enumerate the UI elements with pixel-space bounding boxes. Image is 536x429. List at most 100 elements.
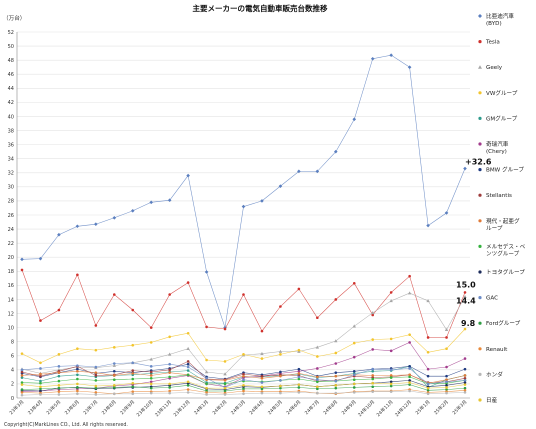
data-point	[204, 270, 209, 274]
data-point	[445, 384, 448, 387]
data-point	[223, 379, 227, 382]
data-point	[76, 367, 79, 371]
data-point	[278, 184, 283, 188]
legend-entry: 日産	[478, 396, 498, 404]
data-point	[352, 373, 356, 377]
data-point	[57, 232, 61, 237]
series	[20, 361, 467, 389]
data-point	[94, 393, 98, 396]
data-point	[186, 369, 190, 372]
data-point	[463, 357, 467, 360]
data-point	[149, 326, 153, 329]
data-point	[39, 389, 42, 393]
data-point	[352, 386, 356, 389]
x-tick-label: 24年8月	[322, 398, 340, 416]
data-point	[39, 379, 42, 383]
series	[20, 327, 467, 365]
data-point	[75, 224, 80, 229]
data-point	[260, 329, 264, 333]
data-point	[334, 384, 338, 387]
y-tick-label: 38	[8, 128, 14, 134]
data-point	[168, 389, 171, 393]
data-point	[408, 365, 411, 368]
data-point	[445, 347, 448, 351]
data-point	[242, 389, 245, 393]
data-point	[316, 316, 319, 320]
data-point	[131, 308, 135, 312]
data-point	[112, 378, 116, 382]
data-point	[38, 256, 43, 261]
data-point	[371, 377, 375, 381]
data-point	[389, 368, 393, 372]
data-point	[333, 149, 338, 154]
data-point	[205, 376, 208, 380]
data-point	[131, 369, 135, 372]
data-point	[297, 377, 301, 381]
data-point	[297, 367, 301, 371]
data-point	[352, 341, 356, 345]
data-point	[445, 374, 448, 378]
data-point	[371, 311, 375, 315]
series	[20, 389, 467, 397]
legend-label: BMW グループ	[486, 166, 524, 174]
data-point	[39, 367, 42, 370]
data-point	[408, 375, 411, 379]
data-point	[389, 376, 393, 379]
data-point	[316, 375, 319, 379]
data-point	[76, 364, 79, 367]
x-tick-label: 23年5月	[45, 398, 63, 416]
data-point	[463, 166, 467, 171]
data-point	[352, 382, 356, 386]
data-point	[426, 299, 430, 303]
x-tick-label: 25年2月	[432, 398, 450, 416]
x-tick-label: 24年6月	[285, 398, 303, 416]
data-point	[186, 362, 190, 366]
data-point	[168, 362, 171, 366]
data-point	[39, 381, 42, 385]
data-point	[370, 56, 375, 61]
data-point	[131, 372, 135, 375]
data-point	[168, 371, 171, 374]
data-point	[223, 372, 227, 376]
data-point	[20, 370, 24, 374]
data-point	[39, 387, 42, 391]
data-point	[20, 383, 24, 386]
gridlines	[17, 31, 470, 399]
legend-entry: 比亜迪汽車(BYD)	[478, 12, 514, 27]
data-point	[149, 382, 153, 386]
data-point	[223, 327, 227, 331]
data-point	[371, 369, 375, 373]
data-point	[334, 391, 338, 395]
legend-entry: Renault	[478, 347, 508, 353]
data-point	[242, 378, 245, 382]
series-lines	[20, 53, 467, 397]
data-point	[426, 367, 430, 371]
legend-marker	[478, 321, 482, 325]
data-point	[149, 370, 153, 374]
y-tick-label: 30	[8, 185, 14, 191]
x-tick-label: 24年11月	[375, 398, 395, 418]
data-point	[39, 385, 42, 389]
data-point	[205, 393, 208, 396]
data-point	[426, 336, 430, 339]
data-point	[57, 386, 61, 390]
data-point	[186, 365, 190, 369]
data-point	[186, 388, 190, 391]
data-point	[352, 355, 356, 359]
data-point	[130, 208, 135, 213]
y-tick-label: 8	[11, 339, 14, 345]
y-tick-label: 50	[8, 44, 14, 50]
data-point	[242, 353, 245, 356]
data-point	[76, 377, 79, 381]
data-point	[149, 391, 153, 395]
data-point	[186, 331, 190, 335]
legend-marker	[478, 296, 482, 300]
data-point	[334, 386, 338, 390]
data-point	[316, 391, 319, 395]
x-tick-label: 23年10月	[135, 398, 155, 418]
data-point	[316, 387, 319, 391]
data-point	[389, 349, 393, 353]
legend-entry: Stellantis	[478, 193, 512, 199]
data-point	[463, 291, 467, 294]
data-point	[445, 388, 448, 391]
